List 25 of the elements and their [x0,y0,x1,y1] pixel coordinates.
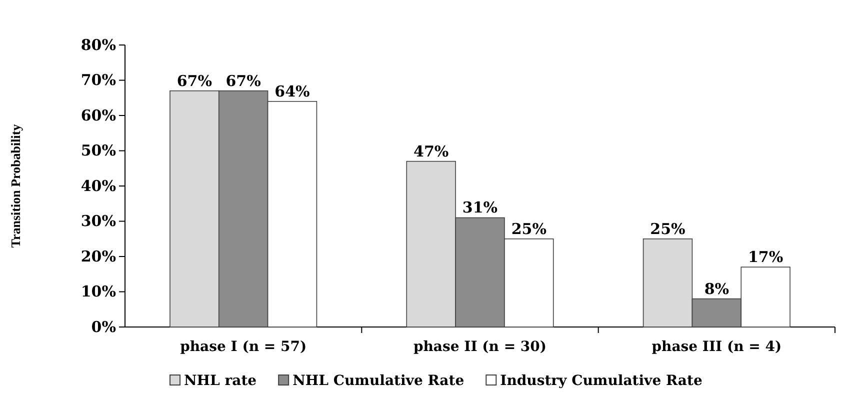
text: 67% [176,72,212,90]
text: 25% [650,220,686,238]
x-tick-label: phase I (n = 57) [180,338,307,355]
x-tick-label: phase III (n = 4) [652,338,782,355]
y-tick-label: 40% [80,176,116,195]
y-tick-label: 30% [80,212,116,230]
y-axis-title: Transition Probability [8,124,23,248]
text: 17% [748,248,784,266]
y-tick-label: 10% [80,282,116,301]
y-tick-label: 60% [80,106,116,124]
legend-label: Industry Cumulative Rate [500,373,702,389]
legend-label: NHL Cumulative Rate [292,373,464,389]
x-tick-label: phase II (n = 30) [413,338,547,355]
text: 47% [414,142,449,160]
text: 31% [462,198,498,217]
y-tick-label: 20% [80,247,116,266]
y-tick-label: 0% [91,318,116,336]
y-tick-label: 70% [80,71,116,90]
legend-label: NHL rate [184,373,257,389]
text: 25% [511,220,546,238]
y-tick-label: 50% [80,142,116,160]
text: 64% [274,82,310,100]
text: 8% [704,280,730,298]
text: 67% [226,72,261,90]
y-tick-label: 80% [80,36,116,54]
